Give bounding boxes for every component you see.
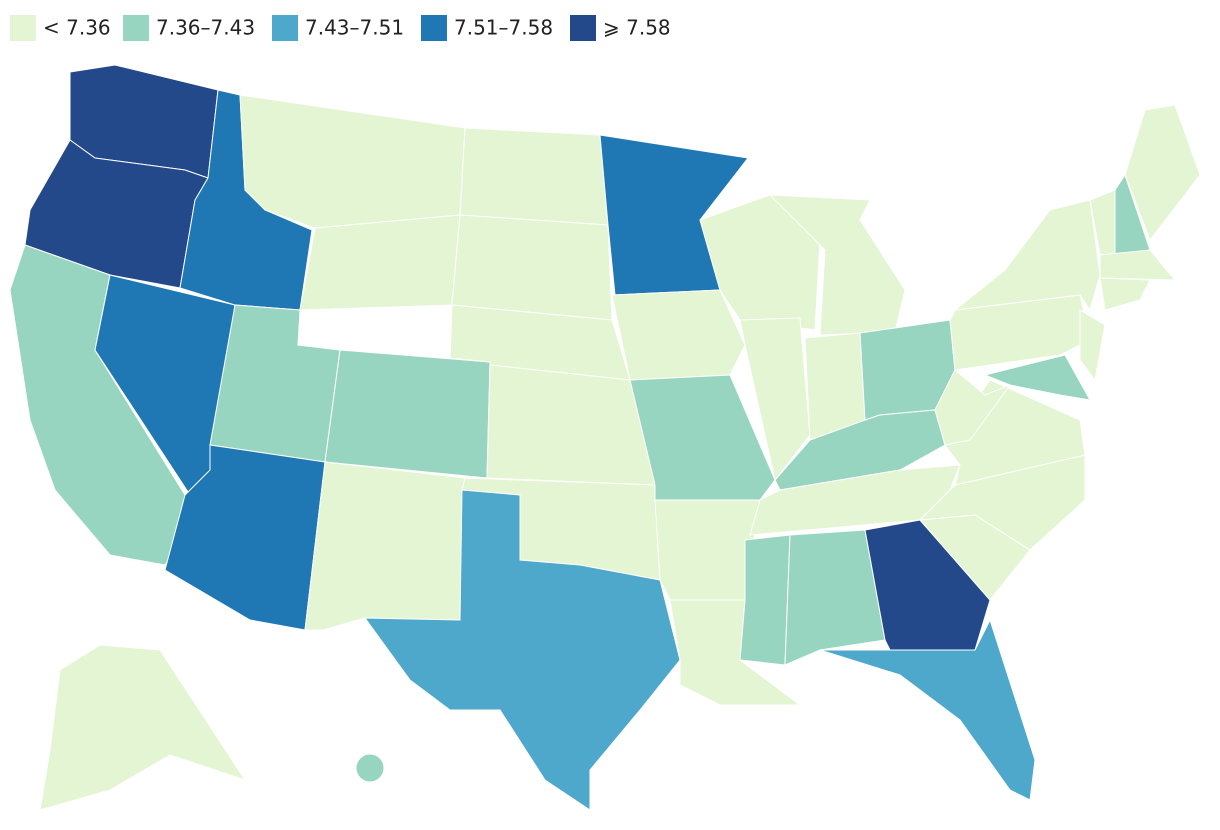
state — [654, 499, 761, 601]
state — [739, 534, 791, 666]
legend-swatch — [123, 15, 149, 41]
legend-label: ⩾ 7.58 — [603, 16, 671, 40]
legend-label: < 7.36 — [43, 16, 111, 40]
legend-label: 7.51–7.58 — [454, 16, 553, 40]
state — [749, 464, 961, 536]
state — [983, 354, 1091, 401]
state — [784, 529, 886, 666]
states — [9, 64, 1201, 811]
legend-swatch — [272, 15, 298, 41]
legend-swatch — [421, 15, 447, 41]
state — [739, 317, 811, 482]
state — [1079, 309, 1106, 382]
state — [1099, 277, 1151, 311]
state — [953, 199, 1101, 312]
state — [364, 489, 681, 811]
state — [1099, 249, 1177, 281]
state — [611, 289, 746, 381]
state — [1124, 104, 1201, 242]
state — [355, 753, 385, 783]
state — [304, 461, 466, 631]
state — [819, 618, 1036, 801]
state — [486, 364, 656, 486]
legend-label: 7.43–7.51 — [305, 16, 404, 40]
state — [459, 127, 609, 226]
state — [299, 214, 461, 311]
legend-label: 7.36–7.43 — [156, 16, 255, 40]
legend: < 7.36 7.36–7.43 7.43–7.51 7.51–7.58 ⩾ 7.58 — [10, 15, 671, 41]
legend-swatch — [570, 15, 596, 41]
state — [324, 349, 491, 479]
state — [768, 194, 906, 336]
state — [239, 94, 466, 229]
state — [451, 214, 613, 321]
legend-swatch — [10, 15, 36, 41]
state — [39, 644, 247, 811]
